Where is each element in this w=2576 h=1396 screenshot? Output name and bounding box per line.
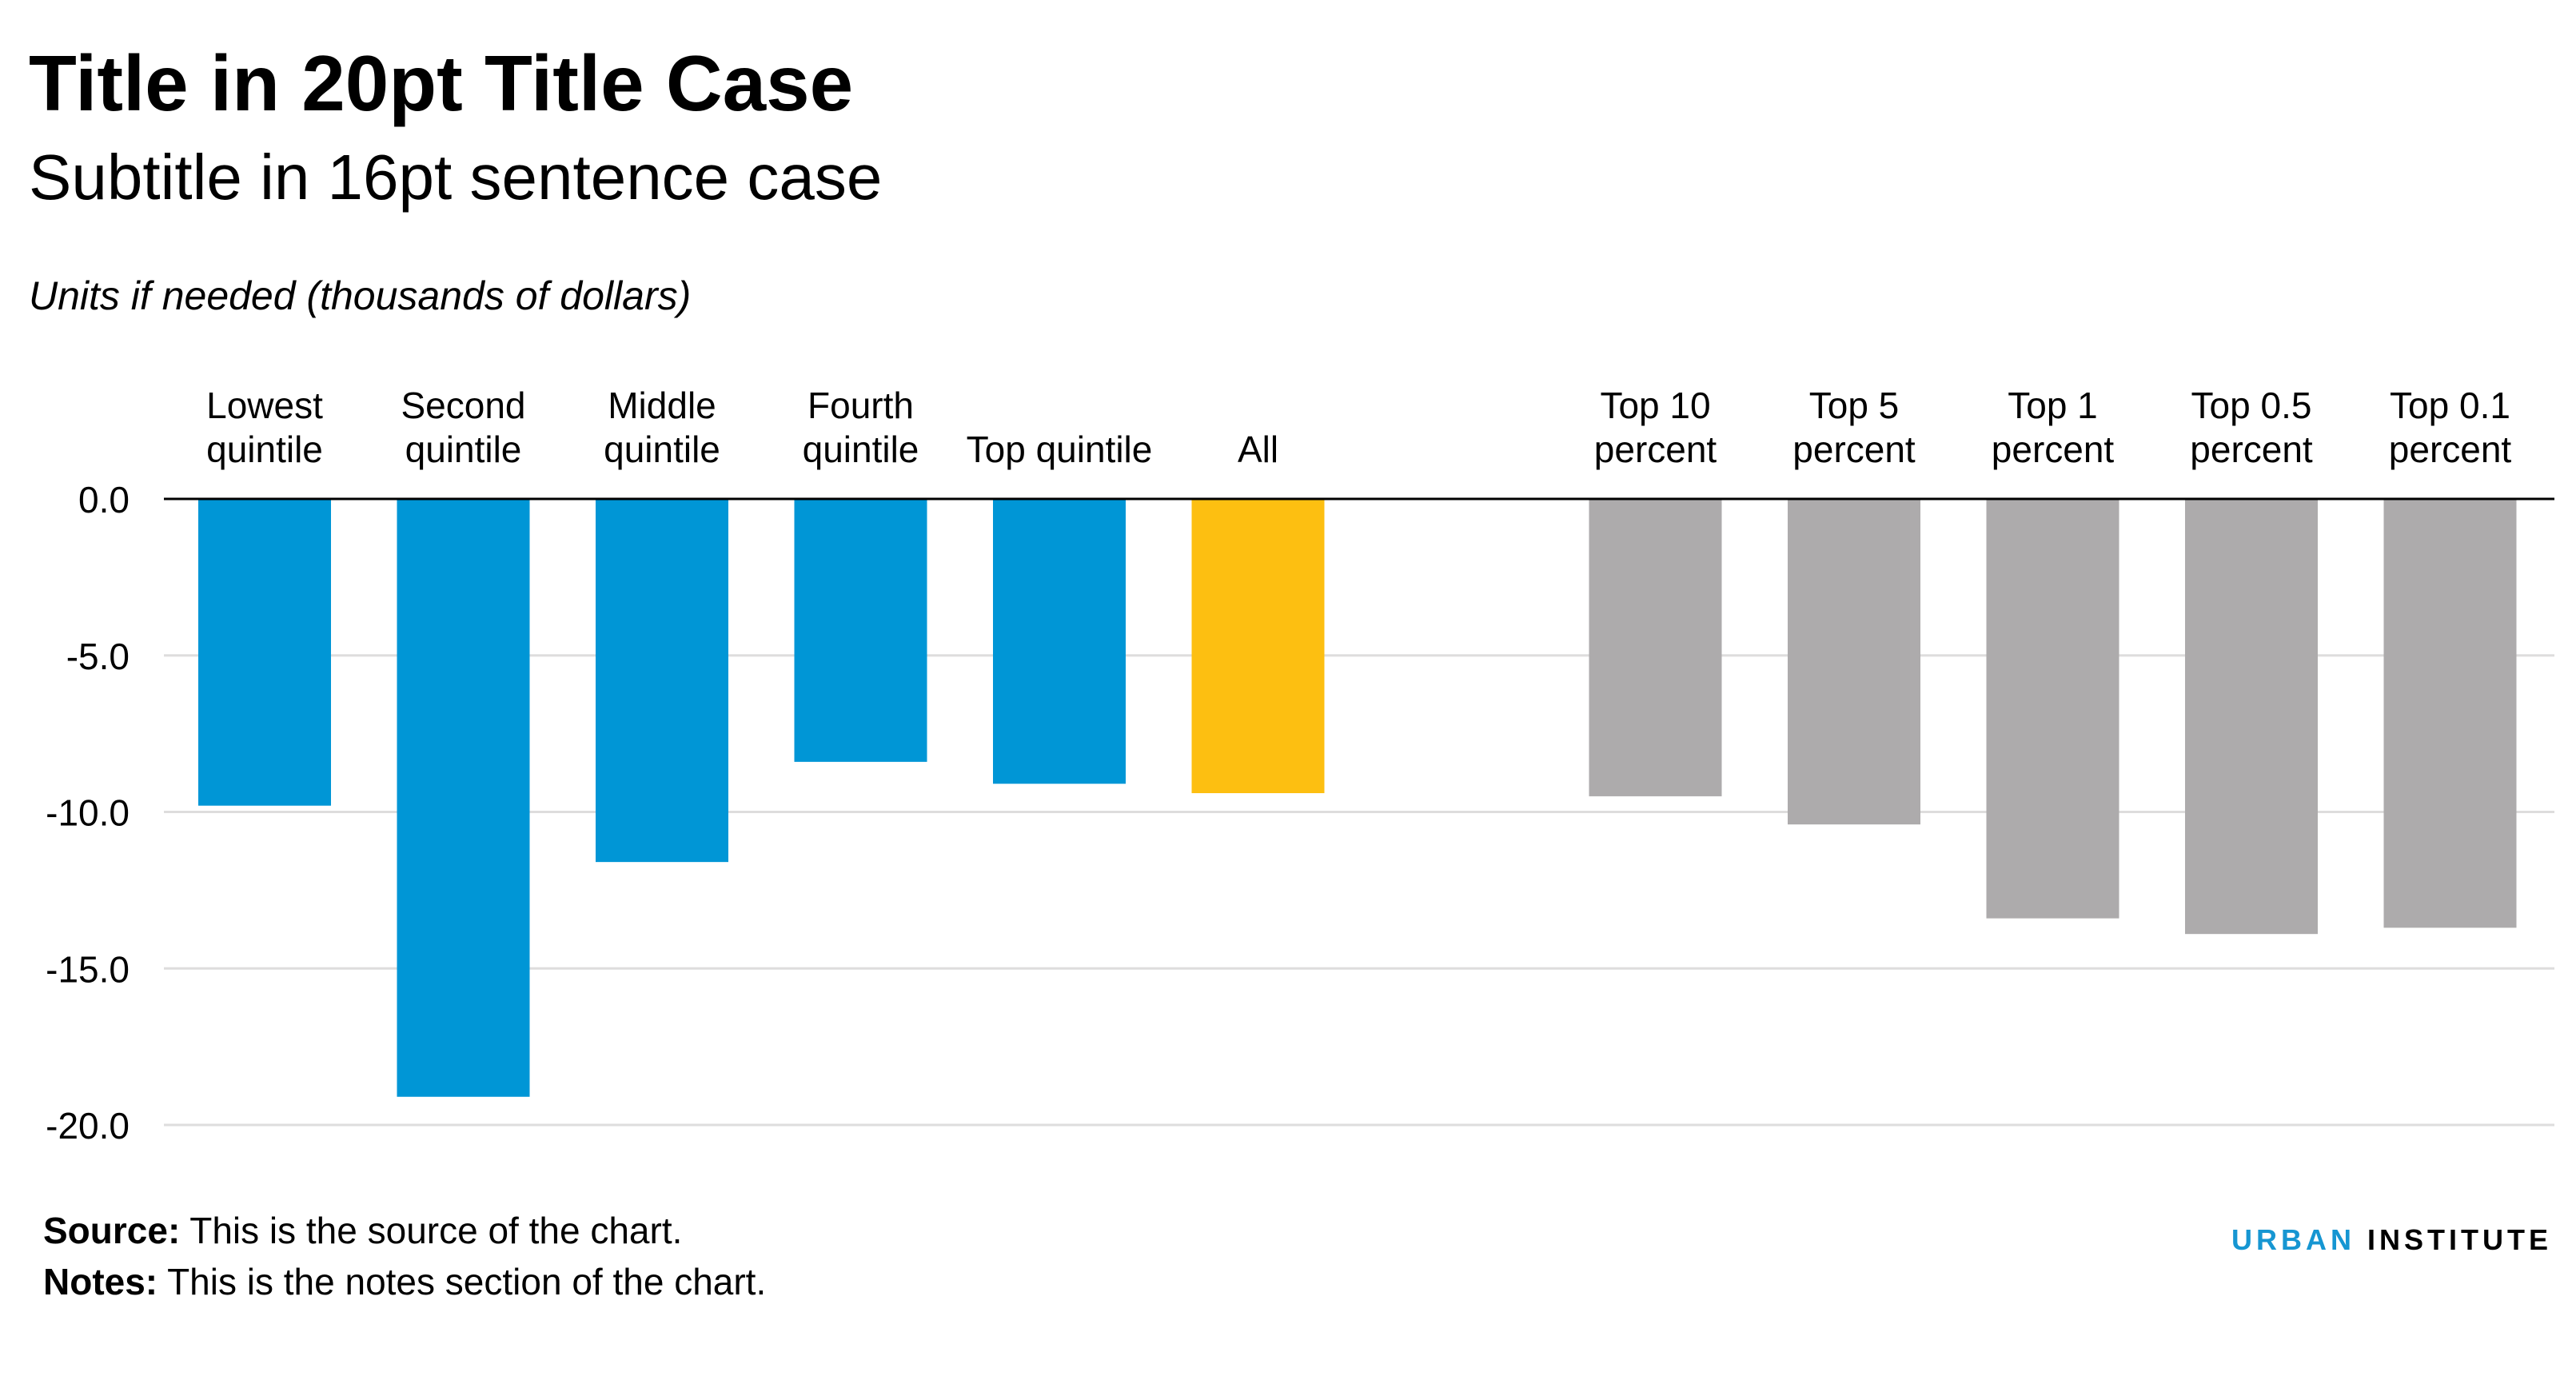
x-category-label: Lowest xyxy=(206,385,323,426)
x-category-label: Top 0.5 xyxy=(2191,385,2312,426)
logo-urban: URBAN xyxy=(2231,1223,2355,1256)
bar xyxy=(794,499,927,762)
y-tick-label: -10.0 xyxy=(46,792,130,834)
x-category-label: percent xyxy=(1992,429,2115,470)
x-category-label: Top quintile xyxy=(967,429,1153,470)
x-category-label: Second xyxy=(401,385,525,426)
x-category-label: Fourth xyxy=(807,385,914,426)
x-category-label: Top 0.1 xyxy=(2390,385,2510,426)
y-tick-label: -15.0 xyxy=(46,948,130,990)
notes-label: Notes: xyxy=(43,1261,158,1302)
bar xyxy=(1191,499,1325,794)
bar xyxy=(198,499,331,806)
x-category-label: percent xyxy=(2389,429,2512,470)
source-label: Source: xyxy=(43,1210,181,1251)
x-category-label: Top 1 xyxy=(2008,385,2098,426)
source-text: This is the source of the chart. xyxy=(189,1210,683,1251)
logo-institute: INSTITUTE xyxy=(2367,1223,2552,1256)
chart-subtitle: Subtitle in 16pt sentence case xyxy=(29,142,883,213)
x-category-label: quintile xyxy=(405,429,522,470)
y-tick-label: 0.0 xyxy=(78,479,130,521)
bar xyxy=(2383,499,2517,928)
x-category-label: Middle xyxy=(608,385,716,426)
x-category-label: Top 5 xyxy=(1809,385,1900,426)
x-category-label: quintile xyxy=(206,429,323,470)
x-category-label: percent xyxy=(1594,429,1717,470)
notes-note: Notes: This is the notes section of the … xyxy=(43,1260,766,1304)
bar xyxy=(2185,499,2318,935)
bar xyxy=(1589,499,1722,796)
x-category-label: percent xyxy=(1792,429,1916,470)
bar xyxy=(993,499,1126,784)
chart-title: Title in 20pt Title Case xyxy=(29,39,854,127)
x-category-label: quintile xyxy=(604,429,720,470)
notes-text: This is the notes section of the chart. xyxy=(167,1261,767,1302)
units-label: Units if needed (thousands of dollars) xyxy=(29,273,692,318)
x-category-label: Top 10 xyxy=(1600,385,1710,426)
y-tick-label: -5.0 xyxy=(66,636,130,677)
source-note: Source: This is the source of the chart. xyxy=(43,1209,682,1253)
y-tick-label: -20.0 xyxy=(46,1105,130,1147)
bar xyxy=(1788,499,1920,825)
x-category-label: All xyxy=(1238,429,1278,470)
x-category-label: percent xyxy=(2190,429,2313,470)
bar xyxy=(397,499,530,1097)
bar xyxy=(1986,499,2119,919)
urban-institute-logo: URBAN INSTITUTE xyxy=(2231,1223,2552,1257)
x-category-label: quintile xyxy=(803,429,919,470)
bar xyxy=(596,499,728,863)
